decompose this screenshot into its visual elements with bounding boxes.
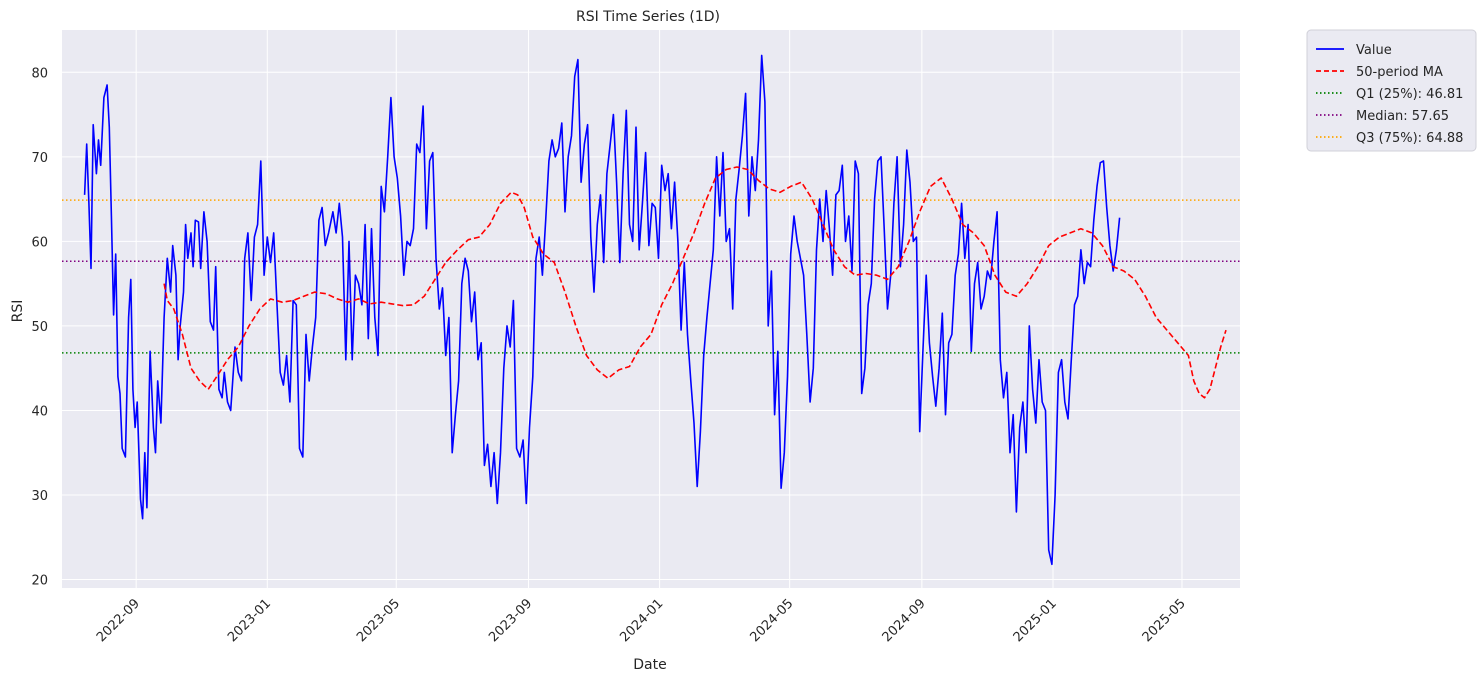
y-axis-ticks: 20 30 40 50 60 70 80 bbox=[31, 66, 48, 588]
plot-area bbox=[62, 30, 1240, 588]
y-tick-label: 30 bbox=[31, 489, 48, 504]
y-tick-label: 70 bbox=[31, 151, 48, 166]
legend-label: Value bbox=[1356, 43, 1392, 58]
series-line bbox=[83, 54, 1121, 566]
legend-label: Q3 (75%): 64.88 bbox=[1356, 131, 1463, 146]
legend-label: Median: 57.65 bbox=[1356, 109, 1449, 124]
chart-title: RSI Time Series (1D) bbox=[576, 9, 720, 25]
legend-label: Q1 (25%): 46.81 bbox=[1356, 87, 1463, 102]
y-tick-label: 80 bbox=[31, 66, 48, 81]
series-lines bbox=[83, 54, 1227, 566]
legend: Value 50-period MA Q1 (25%): 46.81 Median: … bbox=[1306, 29, 1477, 152]
y-tick-label: 60 bbox=[31, 235, 48, 250]
grid-lines bbox=[62, 30, 1240, 588]
y-tick-label: 40 bbox=[31, 404, 48, 419]
legend-box bbox=[1306, 29, 1477, 152]
y-axis-label: RSI bbox=[10, 300, 26, 323]
legend-label: 50-period MA bbox=[1356, 65, 1443, 80]
y-tick-label: 20 bbox=[31, 574, 48, 589]
x-axis-label: Date bbox=[633, 657, 666, 673]
y-tick-label: 50 bbox=[31, 320, 48, 335]
series-line bbox=[163, 166, 1227, 399]
